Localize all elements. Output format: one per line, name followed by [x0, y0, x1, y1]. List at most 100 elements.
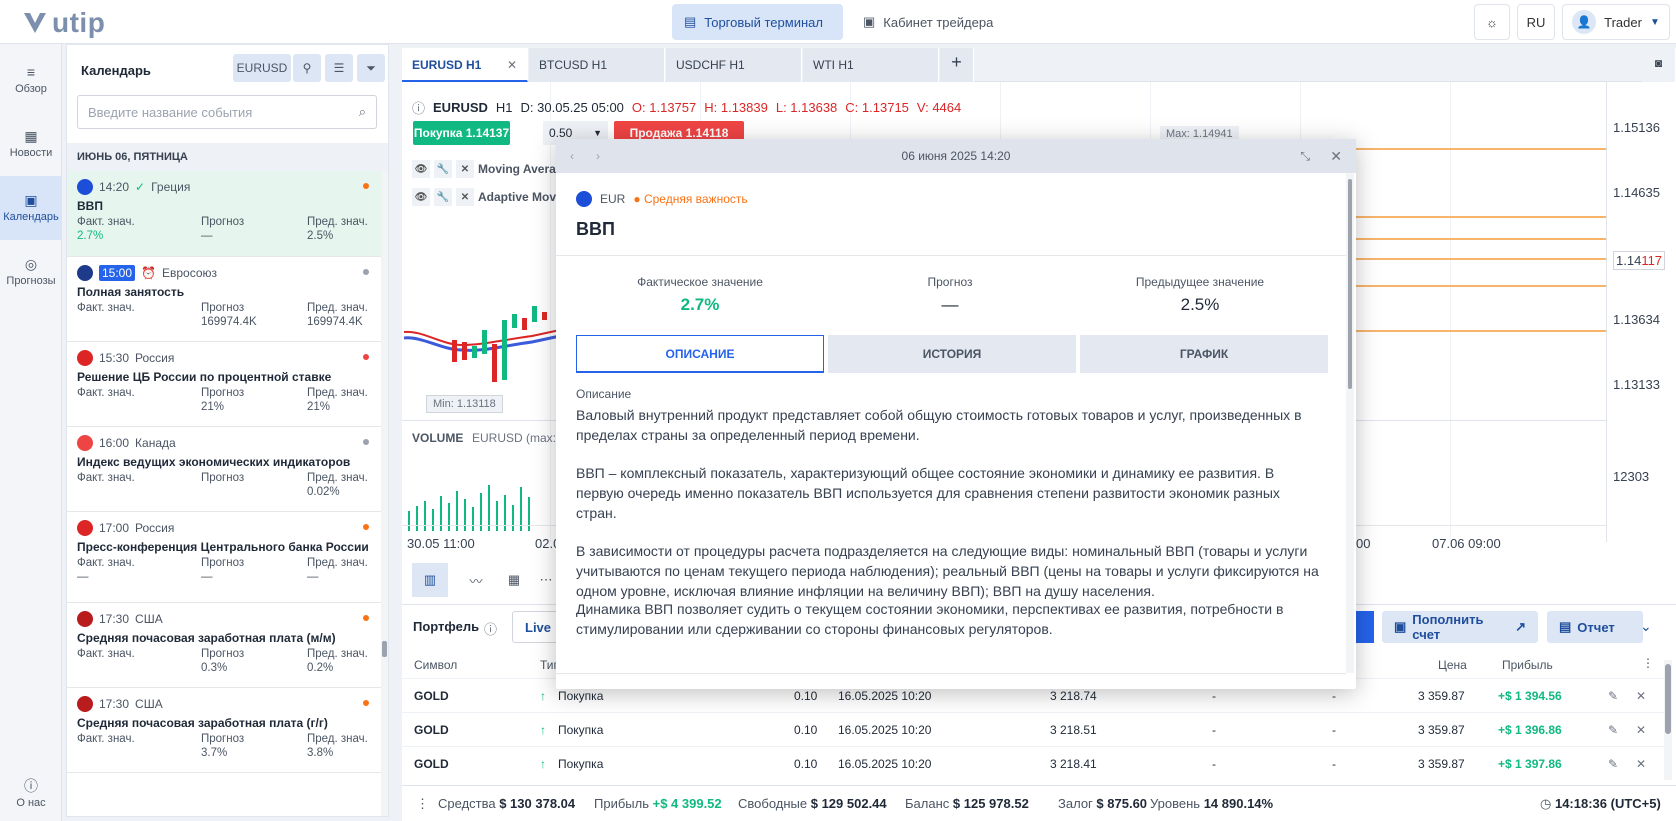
eye-icon[interactable]: 👁	[412, 160, 430, 178]
candle	[512, 314, 517, 328]
more-icon[interactable]: ⋮	[1642, 656, 1654, 670]
price-scale[interactable]: 1.15136 1.14635 1.14117 1.13634 1.13133 …	[1606, 82, 1676, 542]
event-time: 16:00	[99, 436, 130, 450]
table-row[interactable]: GOLD ↑ Покупка 0.10 16.05.2025 10:20 3 218.74…	[402, 678, 1664, 712]
event-country: Евросоюз	[161, 266, 218, 280]
add-tab-button[interactable]: +	[940, 48, 974, 82]
modal-currency: EUR	[600, 192, 626, 206]
wrench-icon[interactable]: 🔧	[434, 188, 452, 206]
table-row[interactable]: GOLD ↑ Покупка 0.10 16.05.2025 10:20 3 218.51…	[402, 712, 1664, 746]
row-symbol: GOLD	[414, 723, 449, 737]
sidebar-item-overview[interactable]: ≡ Обзор	[0, 48, 62, 112]
list-item[interactable]: 16:00 Канада Индекс ведущих экономических …	[67, 427, 381, 512]
tab-eurusd[interactable]: EURUSD H1 ✕	[402, 48, 528, 82]
symbol-chip[interactable]: EURUSD	[233, 54, 291, 82]
indicator-name: Adaptive Mov	[478, 190, 557, 204]
collapse-icon[interactable]: ⤡	[1300, 148, 1310, 163]
positions-scrollbar[interactable]	[1664, 660, 1672, 780]
close-icon[interactable]: ✕	[1636, 689, 1647, 703]
sidebar-item-label: Календарь	[3, 211, 59, 223]
chevron-right-icon[interactable]: ›	[596, 149, 600, 163]
tab-description[interactable]: ОПИСАНИЕ	[576, 335, 824, 373]
wrench-icon[interactable]: 🔧	[434, 160, 452, 178]
candle	[542, 312, 547, 320]
calendar-tool-icon[interactable]: ▦	[507, 572, 521, 587]
language-button[interactable]: RU	[1517, 4, 1555, 40]
edit-icon[interactable]: ✎	[1608, 689, 1619, 703]
flag-icon	[576, 191, 592, 207]
sidebar-item-label: О нас	[16, 797, 46, 809]
candles-tool-icon[interactable]: ▥	[412, 563, 448, 597]
info-icon[interactable]: ⓘ	[484, 622, 498, 637]
previous-value: 0.02%	[307, 486, 340, 498]
nav-terminal-button[interactable]: ▤ Торговый терминал	[672, 4, 843, 40]
x-label: 02.0	[535, 536, 561, 551]
volume-bars	[408, 485, 530, 531]
live-chip[interactable]: Live	[512, 611, 562, 643]
tab-history[interactable]: ИСТОРИЯ	[828, 335, 1076, 373]
row-profit: +$ 1 397.86	[1498, 757, 1562, 771]
event-name: Индекс ведущих экономических индикаторов	[77, 455, 351, 469]
primary-button-edge[interactable]	[1356, 611, 1374, 643]
list-item[interactable]: 14:20 ✓ Греция ВВП Факт. знач. Прогноз Пред. з…	[67, 171, 381, 257]
chevron-left-icon[interactable]: ‹	[570, 149, 574, 163]
tab-btcusd[interactable]: BTCUSD H1	[529, 48, 665, 82]
avatar: 👤	[1572, 10, 1597, 34]
deposit-button[interactable]: ▣ Пополнить счет ↗	[1382, 611, 1538, 643]
close-icon[interactable]: ✕	[1330, 147, 1342, 164]
user-menu-button[interactable]: 👤 Trader ▼	[1562, 4, 1670, 40]
nav-cabinet-label: Кабинет трейдера	[883, 14, 994, 30]
sidebar-item-forecasts[interactable]: ◎ Прогнозы	[0, 240, 62, 304]
collapse-icon[interactable]: ⌄	[1640, 618, 1652, 634]
screenshot-button[interactable]: ◙	[1642, 48, 1676, 82]
edit-icon[interactable]: ✎	[1608, 723, 1619, 737]
theme-toggle-button[interactable]: ☼	[1474, 4, 1510, 40]
line-chart-icon[interactable]: 〰	[469, 573, 483, 589]
nav-cabinet-button[interactable]: ▣ Кабинет трейдера	[851, 4, 1031, 40]
event-details-modal: ‹ › 06 июня 2025 14:20 ⤡ ✕ EUR ● Средняя…	[556, 139, 1356, 689]
sidebar-item-about[interactable]: ⓘ О нас	[0, 762, 62, 821]
sidebar-item-calendar[interactable]: ▣ Календарь	[0, 176, 62, 240]
event-name: Полная занятость	[77, 285, 185, 299]
event-list-scrollbar[interactable]	[381, 171, 388, 816]
close-icon[interactable]: ✕	[1636, 757, 1647, 771]
event-search-input[interactable]: Введите название события ⌕	[77, 95, 377, 129]
row-open-price: 3 218.74	[1050, 689, 1097, 703]
importance-dot	[363, 439, 369, 445]
close-icon[interactable]: ✕	[456, 188, 474, 206]
eye-icon[interactable]: 👁	[412, 188, 430, 206]
info-icon[interactable]: ⓘ	[412, 101, 426, 116]
chart-icon: ▤	[684, 14, 697, 29]
close-icon[interactable]: ✕	[1636, 723, 1647, 737]
report-button[interactable]: ▤ Отчет	[1547, 611, 1643, 643]
tab-graph[interactable]: ГРАФИК	[1080, 335, 1328, 373]
list-item[interactable]: 17:30 США Средняя почасовая заработная пла…	[67, 688, 381, 773]
actual-value	[77, 661, 201, 675]
tab-usdchf[interactable]: USDCHF H1	[666, 48, 802, 82]
list-item[interactable]: 15:30 Россия Решение ЦБ России по процентн…	[67, 342, 381, 427]
row-symbol: GOLD	[414, 689, 449, 703]
table-row[interactable]: GOLD ↑ Покупка 0.10 16.05.2025 10:20 3 218.41…	[402, 746, 1664, 780]
sidebar-item-news[interactable]: ▦ Новости	[0, 112, 62, 176]
paragraph: В зависимости от процедуры расчета подра…	[576, 543, 1319, 599]
buy-button[interactable]: Покупка 1.14137	[413, 121, 510, 145]
tool-icon[interactable]: ⋯	[539, 572, 553, 587]
filter-icon[interactable]: ⏷	[357, 54, 385, 82]
modal-scrollbar[interactable]	[1346, 173, 1354, 673]
settings-sliders-icon[interactable]: ☰	[325, 54, 353, 82]
logo[interactable]: utip	[22, 7, 105, 39]
current-price: 1.14117	[1613, 251, 1666, 270]
list-item[interactable]: 17:00 Россия Пресс-конференция Центральног…	[67, 512, 381, 603]
list-item[interactable]: 15:00 ⏰ Евросоюз Полная занятость Факт. знач…	[67, 257, 381, 342]
more-icon[interactable]: ⋮	[416, 796, 429, 811]
sidebar-item-label: Новости	[9, 147, 53, 159]
description-body: Валовый внутренний продукт представляет …	[556, 401, 1346, 671]
close-icon[interactable]: ✕	[506, 58, 517, 72]
close-icon[interactable]: ✕	[456, 160, 474, 178]
volume-label: VOLUME	[412, 431, 464, 445]
tab-wti[interactable]: WTI H1	[803, 48, 939, 82]
pin-icon[interactable]: ⚲	[293, 54, 321, 82]
edit-icon[interactable]: ✎	[1608, 757, 1619, 771]
stat-previous: Предыдущее значение 2.5%	[1135, 275, 1265, 314]
list-item[interactable]: 17:30 США Средняя почасовая заработная пла…	[67, 603, 381, 688]
